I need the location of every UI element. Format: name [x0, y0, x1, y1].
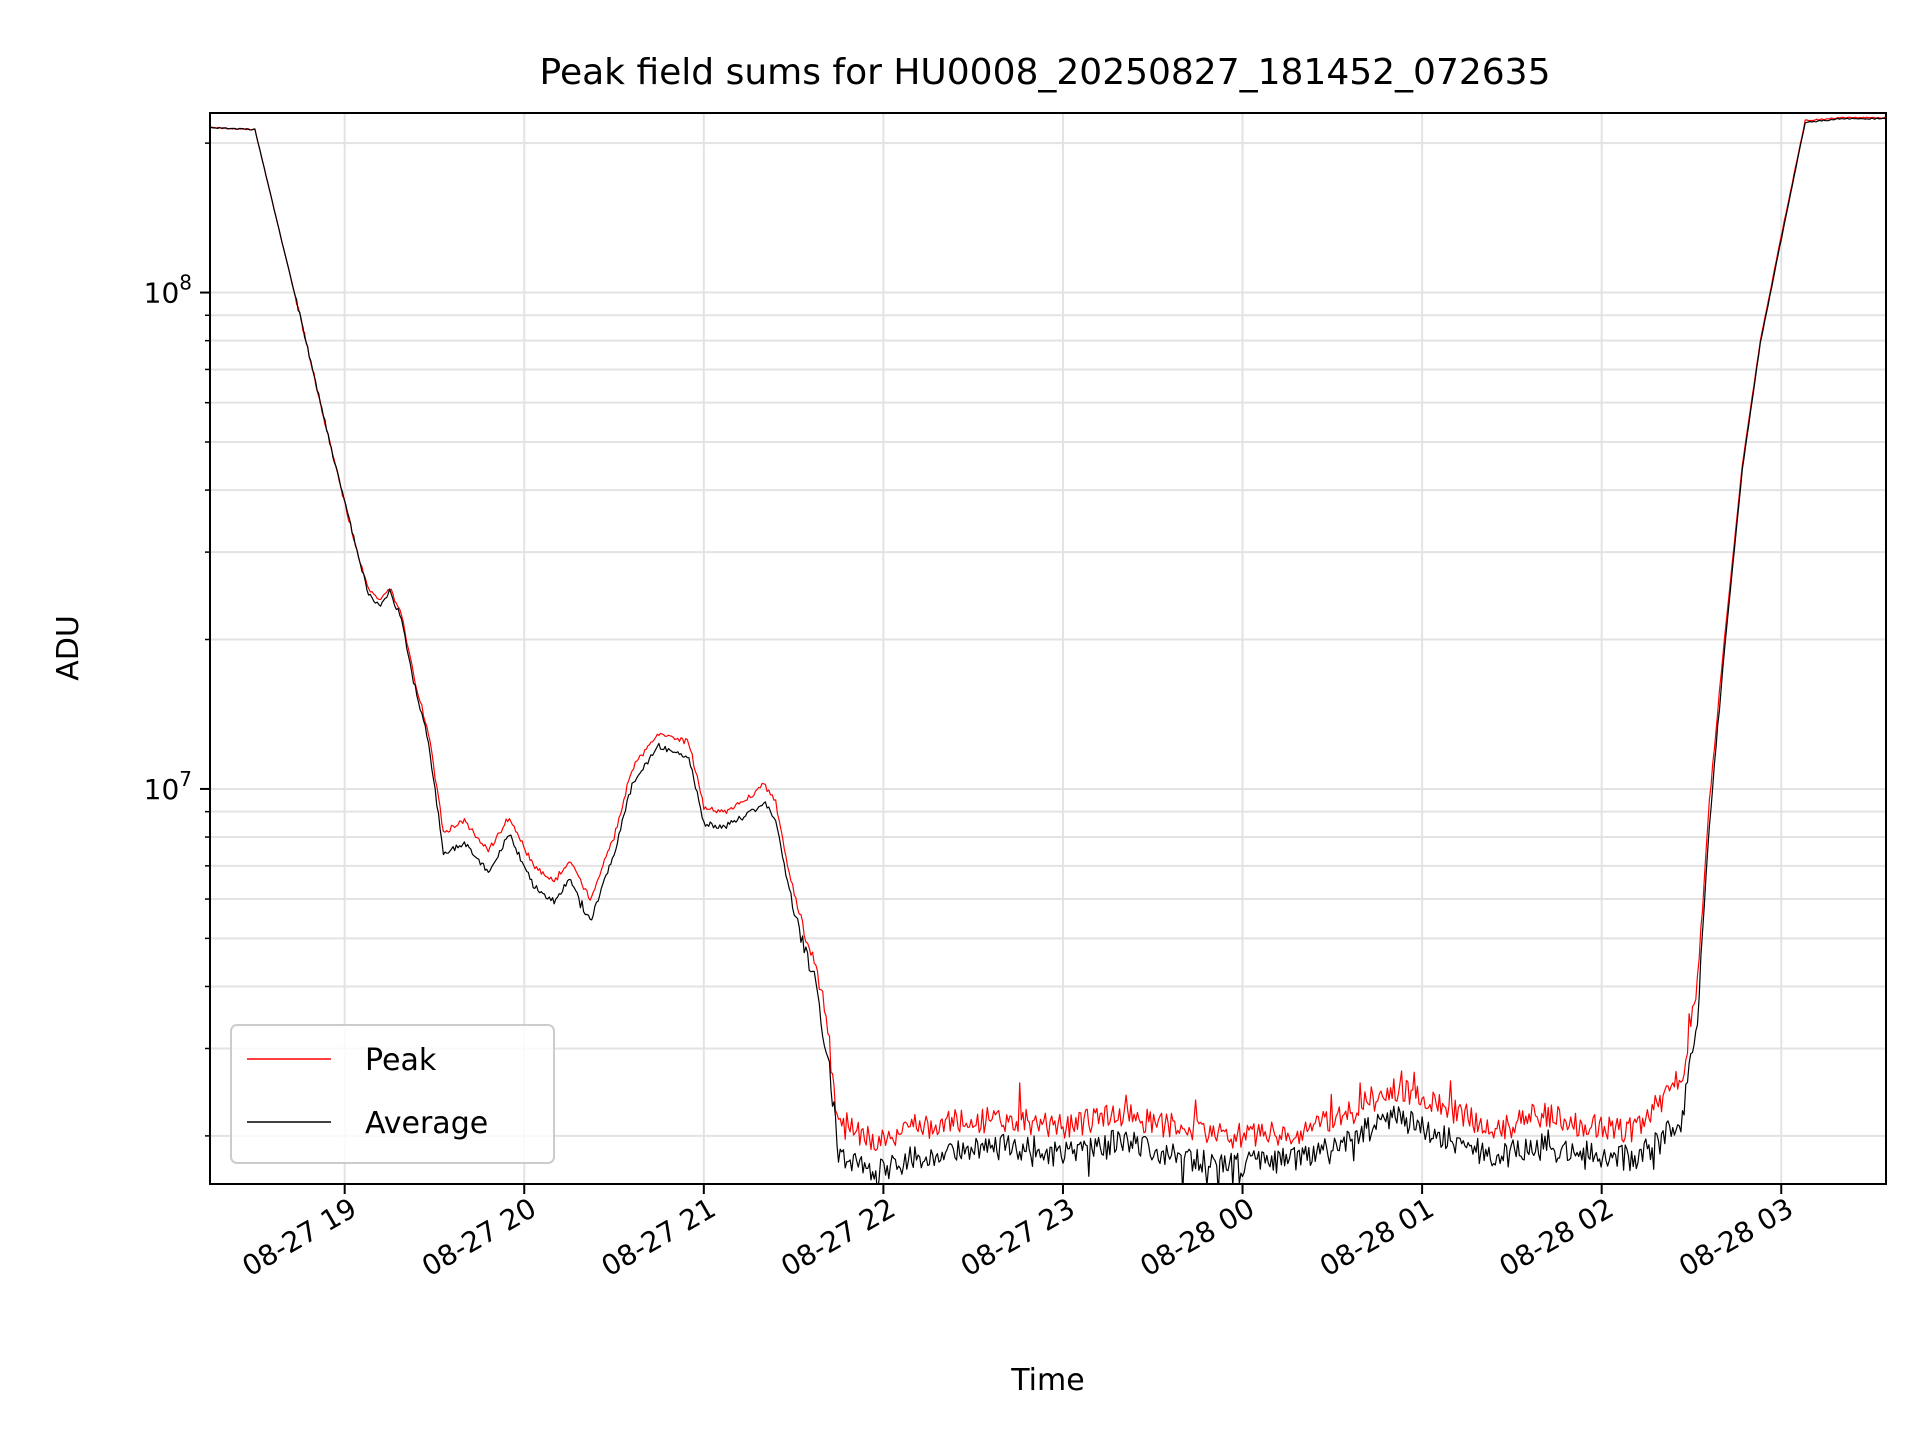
grid [210, 113, 1886, 1184]
chart-title: Peak field sums for HU0008_20250827_1814… [540, 52, 1551, 93]
y-axis: 107 108 [144, 142, 210, 1137]
series-peak-line [210, 116, 1886, 1152]
legend: Peak Average [230, 1024, 555, 1164]
legend-peak-label: Peak [365, 1043, 437, 1078]
plot-frame [209, 112, 1887, 1185]
x-axis-title: Time [1010, 1363, 1084, 1398]
y-axis-title: ADU [51, 615, 86, 681]
legend-average-label: Average [365, 1106, 488, 1141]
series-average-line [210, 117, 1886, 1184]
y-tick-label: 107 [144, 767, 192, 806]
series-layer [210, 116, 1886, 1184]
y-tick-label: 108 [144, 271, 192, 310]
